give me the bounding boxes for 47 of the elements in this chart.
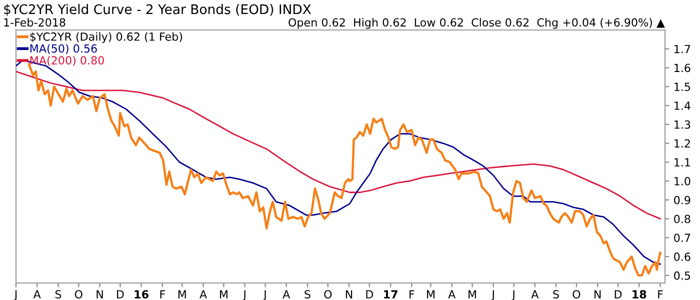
chart-title: $YC2YR Yield Curve - 2 Year Bonds (EOD) INDX (4, 4, 312, 16)
x-tick-label: 16 (134, 290, 148, 299)
y-tick-label: 1.6 (674, 64, 690, 72)
y-tick-label: 1.2 (674, 139, 690, 148)
x-tick-label: O (324, 290, 332, 299)
x-tick-label: D (366, 290, 374, 298)
line-series (16, 70, 661, 220)
y-tick-label: 1.1 (674, 158, 690, 166)
x-tick-label: A (448, 290, 456, 298)
x-tick-label: A (33, 290, 41, 298)
x-tick-label: A (282, 290, 290, 298)
y-tick-label: 0.5 (674, 271, 690, 280)
x-tick-label: N (96, 290, 103, 298)
y-tick-label: 0.6 (674, 252, 690, 261)
x-tick-label: F (160, 290, 165, 298)
x-tick-label: M (178, 290, 186, 298)
y-tick-label: 1.4 (674, 102, 690, 110)
x-tick-label: M (468, 290, 476, 298)
y-tick-label: 0.8 (674, 214, 690, 224)
x-tick-label: A (531, 290, 539, 298)
x-tick-label: D (117, 290, 124, 298)
y-tick-label: 1.5 (674, 82, 690, 92)
x-tick-label: F (658, 290, 663, 298)
chart-subtitle: 1-Feb-2018 (4, 18, 66, 27)
y-tick-label: 1.7 (674, 45, 690, 54)
y-tick-label: 1.3 (674, 120, 690, 129)
x-tick-label: 18 (632, 290, 646, 299)
x-tick-label: O (572, 290, 580, 299)
legend-label: $YC2YR (Daily) 0.62 (1 Feb) (30, 32, 182, 43)
y-tick-label: 1.0 (674, 177, 690, 186)
x-tick-label: S (304, 290, 310, 299)
x-tick-label: 17 (384, 290, 398, 298)
x-tick-label: S (55, 290, 62, 299)
y-tick-label: 0.7 (674, 234, 690, 242)
x-tick-label: M (427, 290, 434, 298)
text: Open 0.62 High 0.62 Low 0.62 Close 0.62 Chg +0.04 (+6.90%) ▲ (288, 18, 665, 29)
legend-label: MA(50) 0.56 (30, 44, 97, 54)
x-tick-label: D (614, 290, 622, 298)
x-tick-label: O (74, 290, 82, 299)
x-tick-label: N (346, 290, 352, 298)
x-tick-label: A (200, 290, 207, 298)
x-tick-label: S (553, 290, 559, 299)
legend-label: MA(200) 0.80 (30, 56, 104, 66)
x-tick-label: F (410, 290, 414, 298)
x-tick-label: N (594, 290, 601, 298)
y-tick-label: 0.9 (674, 196, 690, 204)
x-tick-label: M (220, 290, 228, 298)
